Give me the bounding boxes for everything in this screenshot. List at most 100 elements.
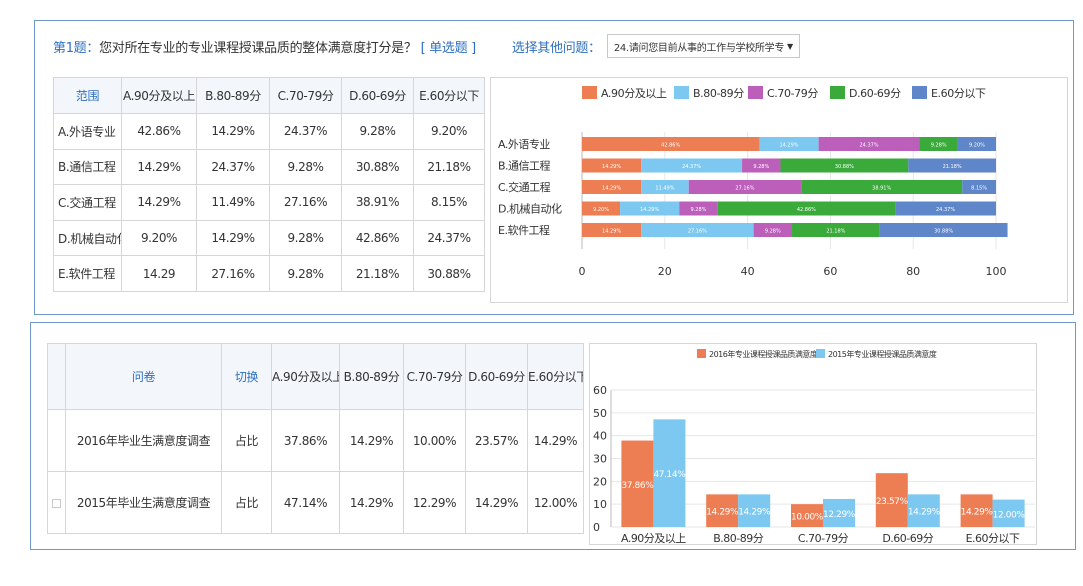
x-tick-label: 60	[823, 265, 837, 278]
bar-segment	[582, 158, 642, 173]
x-tick-label: E.60分以下	[966, 532, 1020, 545]
column-header: E.60分以下	[527, 343, 584, 410]
question-number: 第1题：	[53, 40, 100, 56]
bar-segment	[792, 223, 880, 237]
table-cell: 14.29%	[196, 113, 270, 150]
stacked-bar-chart: 0 20 40 60 80 100 A.90分及以上 B.80-89分 C.70-79分 D.60…	[490, 77, 1068, 303]
bar-data-label: 12.00%	[993, 510, 1026, 520]
bar-segment	[919, 137, 958, 151]
bar-segment	[641, 180, 689, 194]
bar-data-label: 9.28%	[931, 143, 947, 149]
x-tick-label: C.70-79分	[798, 532, 849, 545]
bar-data-label: 14.29%	[961, 508, 994, 518]
bar	[875, 473, 908, 527]
category-label: A.外语专业	[498, 137, 550, 151]
bar-data-label: 21.18%	[943, 164, 962, 170]
table-cell: 23.57%	[465, 409, 528, 472]
switch-cell[interactable]: 占比	[221, 471, 272, 534]
legend-label: A.90分及以上	[601, 87, 667, 100]
table-cell: 9.28%	[269, 219, 342, 257]
bar-segment	[962, 180, 996, 194]
column-header: 切换	[221, 343, 272, 410]
question-select[interactable]: 24.请问您目前从事的工作与学校所学专 ▼	[606, 34, 800, 58]
score-range-table: 范围 A.90分及以上 B.80-89分 C.70-79分 D.60-69分 E.60分以…	[53, 77, 485, 292]
bar-segment	[582, 223, 642, 237]
table-cell: 14.29%	[465, 471, 528, 534]
question-header: 第1题： 您对所在专业的专业课程授课品质的整体满意度打分是？ [ 单选题 ] 选…	[53, 33, 800, 59]
survey-name: 2015年毕业生满意度调查	[65, 471, 222, 534]
category-label: E.软件工程	[498, 223, 550, 237]
category-label: C.交通工程	[498, 180, 551, 194]
bar	[992, 499, 1025, 527]
x-tick-label: D.60-69分	[882, 532, 933, 545]
column-header: A.90分及以上	[121, 77, 197, 114]
legend-label: B.80-89分	[693, 87, 744, 100]
table-cell: 14.29%	[196, 219, 270, 257]
column-header: C.70-79分	[403, 343, 466, 410]
column-header: B.80-89分	[196, 77, 270, 114]
row-label: E.软件工程	[53, 255, 122, 292]
table-cell: 37.86%	[271, 409, 340, 472]
survey-compare-panel: 问卷 切换 A.90分及以上 B.80-89分 C.70-79分 D.60-69分 E.60…	[30, 322, 1076, 550]
table-cell: 9.28%	[269, 148, 342, 186]
table-row: C.交通工程 14.29% 11.49% 27.16% 38.91% 8.15%	[53, 184, 485, 221]
row-label: D.机械自动化	[53, 219, 122, 257]
bar-data-label: 42.86%	[661, 143, 680, 149]
bar-data-label: 37.86%	[621, 481, 654, 491]
y-tick-label: 40	[593, 430, 607, 443]
table-cell: 9.28%	[341, 113, 414, 150]
bar-data-label: 9.28%	[753, 164, 769, 170]
switch-cell[interactable]: 占比	[221, 409, 272, 472]
x-tick-label: 20	[658, 265, 672, 278]
bar-data-label: 14.29%	[908, 508, 941, 518]
row-select-cell	[47, 409, 66, 472]
legend-swatch	[816, 349, 825, 358]
legend-swatch	[748, 86, 763, 99]
bar-data-label: 14.29%	[706, 508, 739, 518]
y-tick-label: 50	[593, 407, 607, 420]
legend-label: C.70-79分	[767, 87, 818, 100]
column-header: 范围	[53, 77, 122, 114]
row-checkbox[interactable]	[52, 498, 61, 508]
table-cell: 14.29	[121, 255, 197, 292]
table-cell: 38.91%	[341, 184, 414, 221]
y-tick-label: 60	[593, 384, 607, 397]
bar-segment	[742, 158, 781, 173]
table-row: A.外语专业 42.86% 14.29% 24.37% 9.28% 9.20%	[53, 113, 485, 150]
x-tick-label: 40	[741, 265, 755, 278]
bar-data-label: 24.37%	[936, 207, 955, 213]
table-cell: 21.18%	[341, 255, 414, 292]
bar-data-label: 21.18%	[826, 229, 845, 235]
bar-data-label: 8.15%	[971, 186, 987, 192]
x-tick-label: 100	[986, 265, 1007, 278]
table-cell: 12.29%	[403, 471, 466, 534]
column-header: D.60-69分	[465, 343, 528, 410]
y-tick-label: 30	[593, 453, 607, 466]
table-cell: 9.20%	[121, 219, 197, 257]
table-cell: 27.16%	[196, 255, 270, 292]
table-cell: 14.29%	[339, 471, 404, 534]
bar-data-label: 24.37%	[860, 143, 879, 149]
bar	[653, 419, 686, 527]
bar-segment	[759, 137, 819, 151]
bar-data-label: 9.28%	[691, 207, 707, 213]
bar-segment	[801, 180, 963, 194]
bar-data-label: 27.16%	[688, 229, 707, 235]
row-label: C.交通工程	[53, 184, 122, 221]
legend-swatch	[674, 86, 689, 99]
bar-segment	[582, 137, 760, 151]
bar-data-label: 14.29%	[779, 143, 798, 149]
x-tick-label: 80	[906, 265, 920, 278]
bar	[738, 494, 771, 527]
chevron-down-icon: ▼	[787, 41, 793, 51]
table-cell: 24.37%	[269, 113, 342, 150]
table-cell: 42.86%	[121, 113, 197, 150]
bar-data-label: 14.29%	[602, 229, 621, 235]
column-header: E.60分以下	[413, 77, 485, 114]
bar	[706, 494, 739, 527]
bar-data-label: 14.29%	[602, 186, 621, 192]
bar-segment	[641, 223, 754, 237]
legend-label: 2015年专业课程授课品质满意度	[828, 349, 937, 359]
bar-data-label: 47.14%	[653, 470, 686, 480]
table-row: B.通信工程 14.29% 24.37% 9.28% 30.88% 21.18%	[53, 148, 485, 186]
